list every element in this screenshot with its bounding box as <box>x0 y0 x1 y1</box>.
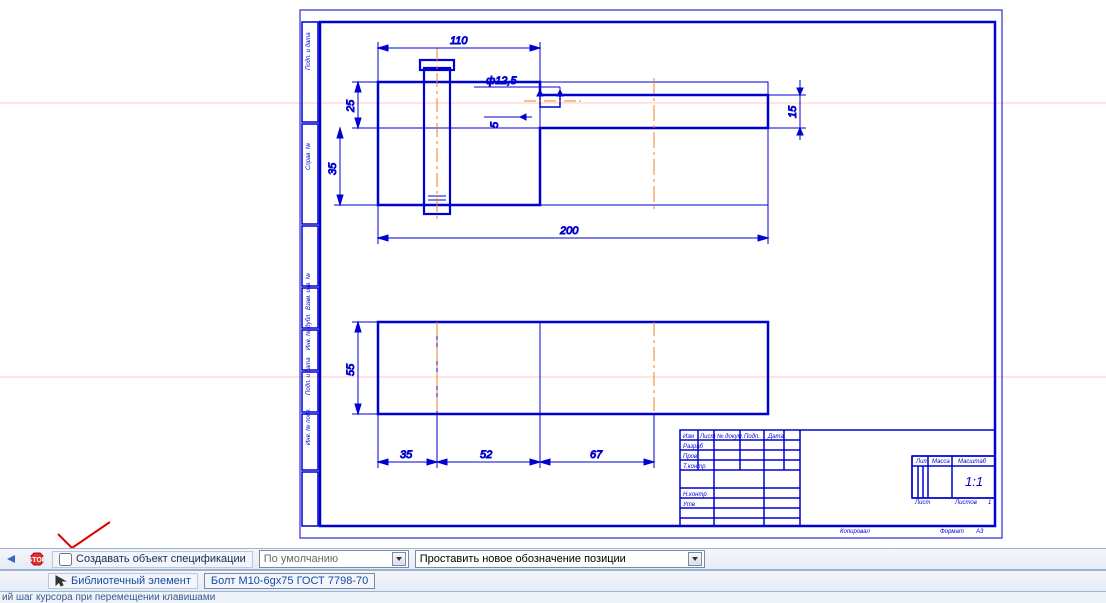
svg-text:1: 1 <box>988 500 991 506</box>
svg-text:Масштаб: Масштаб <box>958 459 987 465</box>
svg-text:Инв. № подл.: Инв. № подл. <box>305 408 312 445</box>
create-spec-object-input[interactable] <box>59 553 72 566</box>
dropdown-position[interactable]: Проставить новое обозначение позиции <box>415 550 705 568</box>
svg-text:Инв. № дубл.: Инв. № дубл. <box>305 313 312 350</box>
dropdown-default[interactable]: По умолчанию <box>259 550 409 568</box>
chevron-down-icon[interactable] <box>392 552 406 566</box>
bolt-spec-box[interactable]: Болт М10-6gx75 ГОСТ 7798-70 <box>204 573 375 589</box>
svg-text:15: 15 <box>787 105 799 118</box>
stop-icon[interactable]: STOP <box>28 550 46 568</box>
svg-text:Н.контр: Н.контр <box>683 492 707 498</box>
dropdown-position-label: Проставить новое обозначение позиции <box>420 553 684 565</box>
svg-text:25: 25 <box>345 99 357 113</box>
svg-text:5: 5 <box>489 121 501 128</box>
svg-text:67: 67 <box>590 449 603 461</box>
status-bar: ий шаг курсора при перемещении клавишами <box>0 592 1106 603</box>
svg-text:35: 35 <box>400 449 413 461</box>
svg-text:№ докум.: № докум. <box>717 433 743 440</box>
svg-text:Лист: Лист <box>914 500 930 506</box>
svg-text:Пров: Пров <box>683 454 697 460</box>
status-text: ий шаг курсора при перемещении клавишами <box>2 592 215 603</box>
drawing-svg: Подп. и дата Справ. № Взам. инв. № Инв. … <box>0 0 1106 548</box>
svg-text:1:1: 1:1 <box>965 474 983 489</box>
svg-text:Лист: Лист <box>699 434 715 440</box>
svg-text:Лит: Лит <box>915 459 928 465</box>
svg-text:ф12,5: ф12,5 <box>486 75 517 87</box>
dropdown-default-label: По умолчанию <box>264 553 388 565</box>
svg-text:Утв: Утв <box>682 502 695 508</box>
library-element-label: Библиотечный элемент <box>48 573 198 589</box>
svg-text:Т.контр: Т.контр <box>683 464 706 470</box>
svg-text:52: 52 <box>480 449 492 461</box>
svg-text:55: 55 <box>345 363 357 376</box>
chevron-down-icon[interactable] <box>688 552 702 566</box>
create-spec-object-label: Создавать объект спецификации <box>76 553 246 565</box>
svg-text:Подп.: Подп. <box>744 434 760 440</box>
svg-text:35: 35 <box>327 162 339 175</box>
property-toolbar-row1: STOP Создавать объект спецификации По ум… <box>0 548 1106 570</box>
svg-text:Справ. №: Справ. № <box>305 142 312 170</box>
svg-text:Дата: Дата <box>767 434 784 440</box>
svg-text:STOP: STOP <box>30 557 44 564</box>
svg-text:Подп. и дата: Подп. и дата <box>306 32 312 70</box>
property-toolbar-row2: Библиотечный элемент Болт М10-6gx75 ГОСТ… <box>0 570 1106 592</box>
svg-text:Изм: Изм <box>683 434 694 440</box>
drawing-canvas[interactable]: Подп. и дата Справ. № Взам. инв. № Инв. … <box>0 0 1106 548</box>
svg-text:Разраб: Разраб <box>683 444 704 450</box>
svg-text:А3: А3 <box>975 529 984 535</box>
svg-text:110: 110 <box>450 35 468 47</box>
back-arrow-icon[interactable] <box>4 550 22 568</box>
create-spec-object-checkbox[interactable]: Создавать объект спецификации <box>52 551 253 568</box>
svg-text:Подп. и дата: Подп. и дата <box>306 357 312 395</box>
cursor-icon <box>55 575 67 587</box>
svg-text:200: 200 <box>559 225 579 237</box>
svg-text:Масса: Масса <box>932 459 950 465</box>
svg-text:Взам. инв. №: Взам. инв. № <box>305 272 312 310</box>
svg-text:Формат: Формат <box>940 529 964 535</box>
svg-text:Листов: Листов <box>954 500 977 506</box>
svg-text:Копировал: Копировал <box>840 529 870 535</box>
